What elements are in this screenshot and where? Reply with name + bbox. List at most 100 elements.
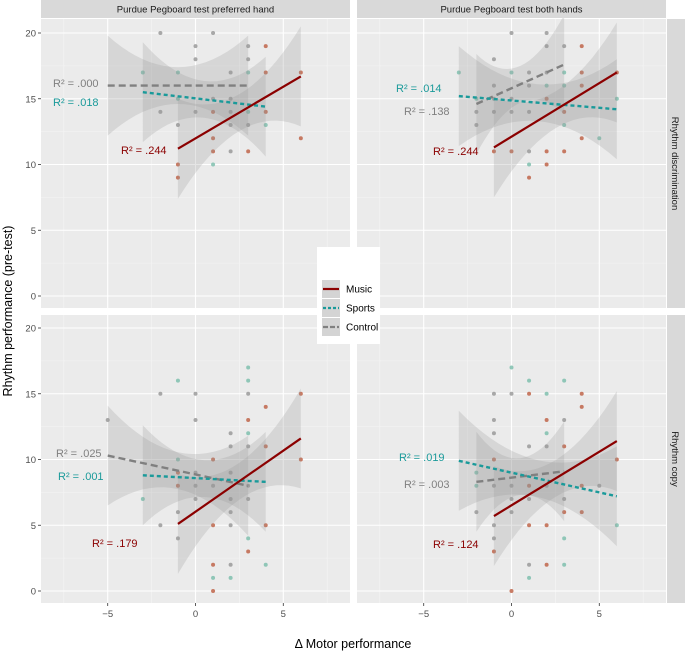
data-point-music	[614, 457, 619, 462]
data-point-music	[544, 418, 549, 423]
panel-4: R² = .003 R² = .019 R² = .124	[357, 315, 666, 603]
data-point-control	[228, 444, 233, 449]
data-point-sports	[246, 365, 251, 370]
data-point-sports	[140, 496, 145, 501]
data-point-control	[211, 31, 216, 35]
fit-line-music	[493, 440, 618, 517]
data-point-control	[509, 510, 514, 515]
y-tick-label: 15	[25, 94, 36, 105]
data-point-control	[527, 149, 532, 154]
data-point-sports	[246, 378, 251, 383]
data-point-music	[211, 149, 216, 154]
panel-2: R² = .138 R² = .014 R² = .244	[357, 14, 666, 308]
data-point-control	[246, 444, 251, 449]
data-point-music	[211, 457, 216, 462]
data-point-music	[509, 149, 514, 154]
data-point-control	[228, 149, 233, 154]
data-point-music	[263, 404, 268, 409]
axes: 0 5 10 15 20 0 5 10 15 20 −5 0 5 −5 0 5	[25, 29, 602, 621]
data-point-sports	[263, 562, 268, 567]
y-tick-label: 20	[25, 29, 36, 40]
data-point-sports	[456, 70, 461, 75]
data-point-music	[246, 149, 251, 154]
r2-label-control: R² = .025	[56, 448, 102, 460]
data-point-control	[246, 44, 251, 49]
data-point-sports	[597, 136, 602, 141]
data-point-sports	[246, 431, 251, 436]
data-point-music	[579, 404, 584, 409]
r2-label-sports: R² = .019	[399, 452, 445, 464]
data-point-control	[228, 523, 233, 528]
data-point-sports	[509, 70, 514, 75]
fit-line-control	[107, 454, 249, 487]
data-point-music	[562, 510, 567, 515]
y-tick-label: 5	[31, 521, 36, 532]
data-point-control	[474, 510, 479, 515]
data-point-control	[228, 510, 233, 515]
strip-col-2-label: Purdue Pegboard test both hands	[440, 5, 582, 16]
y-tick-label: 20	[25, 324, 36, 335]
r2-label-music: R² = .124	[433, 539, 479, 551]
data-point-music	[211, 523, 216, 528]
data-point-control	[228, 496, 233, 501]
fit-line-control	[476, 470, 565, 484]
r2-label-sports: R² = .001	[58, 471, 104, 483]
facet-strips: Purdue Pegboard test preferred hand Purd…	[41, 0, 685, 603]
x-tick-label: −5	[418, 609, 429, 620]
data-point-sports	[527, 378, 532, 383]
data-point-control	[228, 470, 233, 475]
fit-line-sports	[458, 94, 617, 111]
data-point-control	[211, 483, 216, 488]
data-point-music	[298, 70, 303, 75]
data-point-sports	[246, 536, 251, 541]
data-point-control	[509, 109, 514, 114]
data-point-music	[527, 391, 532, 396]
data-point-music	[579, 136, 584, 141]
data-point-control	[562, 418, 567, 423]
x-tick-label: 5	[597, 609, 602, 620]
data-point-sports	[527, 162, 532, 167]
data-point-music	[509, 589, 514, 593]
y-tick-label: 0	[31, 292, 36, 303]
data-point-control	[175, 123, 180, 128]
data-point-music	[579, 483, 584, 488]
data-point-music	[211, 589, 216, 593]
data-point-sports	[614, 96, 619, 101]
data-point-music	[263, 70, 268, 75]
data-point-control	[193, 391, 198, 396]
data-point-control	[527, 444, 532, 449]
y-tick-label: 15	[25, 389, 36, 400]
data-point-music	[562, 149, 567, 154]
x-tick-label: −5	[102, 609, 113, 620]
data-point-control	[491, 483, 496, 488]
data-point-control	[562, 44, 567, 49]
data-point-control	[105, 418, 110, 423]
confidence-band-sports	[142, 42, 266, 157]
data-point-control	[527, 562, 532, 567]
y-tick-label: 10	[25, 455, 36, 466]
data-point-music	[544, 149, 549, 154]
x-tick-label: 0	[193, 609, 198, 620]
data-point-sports	[246, 70, 251, 75]
data-point-sports	[562, 123, 567, 128]
data-point-control	[527, 70, 532, 75]
data-point-control	[509, 483, 514, 488]
data-point-music	[298, 136, 303, 141]
data-point-music	[544, 523, 549, 528]
r2-label-music: R² = .244	[121, 145, 167, 157]
data-point-sports	[544, 83, 549, 88]
fit-line-music	[177, 75, 302, 150]
strip-row-2-label: Rhythm copy	[669, 431, 680, 487]
data-point-control	[491, 536, 496, 541]
x-axis-title: Δ Motor performance	[295, 637, 412, 651]
data-point-music	[579, 44, 584, 49]
data-point-control	[544, 31, 549, 35]
data-point-sports	[175, 70, 180, 75]
data-point-control	[228, 562, 233, 567]
confidence-band-sports	[142, 425, 266, 532]
data-point-music	[579, 510, 584, 515]
data-point-music	[544, 96, 549, 101]
data-point-sports	[175, 96, 180, 101]
r2-label-music: R² = .244	[433, 146, 479, 158]
